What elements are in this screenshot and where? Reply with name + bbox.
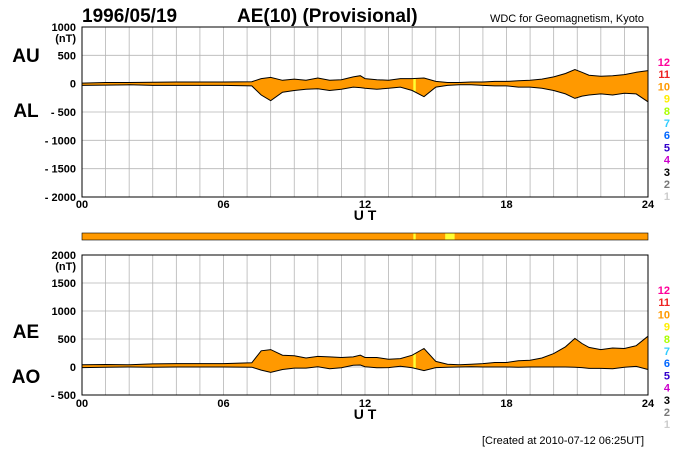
legend-entry: 2 xyxy=(664,407,670,419)
coverage-segment xyxy=(413,233,416,240)
series-line-al xyxy=(81,84,649,103)
side-label-ao: AO xyxy=(12,367,41,388)
source-label: WDC for Geomagnetism, Kyoto xyxy=(490,13,644,25)
side-label-al: AL xyxy=(13,101,39,122)
x-tick-label: 00 xyxy=(76,199,88,211)
legend-entry: 5 xyxy=(664,142,670,154)
plot-frame xyxy=(81,254,649,396)
legend-entry: 1 xyxy=(664,419,670,431)
grid-lines xyxy=(82,255,648,395)
y-tick-label: 500 xyxy=(58,50,76,62)
x-tick-label: 18 xyxy=(500,398,512,410)
created-footer: [Created at 2010-07-12 06:25UT] xyxy=(482,435,644,447)
y-tick-label: 0 xyxy=(70,362,76,374)
legend-entry: 3 xyxy=(664,167,670,179)
side-label-au: AU xyxy=(12,46,39,67)
legend-entry: 5 xyxy=(664,370,670,382)
legend-entry: 6 xyxy=(664,358,670,370)
area-fill xyxy=(82,69,648,102)
index-title: AE(10) (Provisional) xyxy=(237,6,418,27)
legend-entry: 4 xyxy=(664,383,671,395)
x-tick-label: 06 xyxy=(217,199,229,211)
plot-frame xyxy=(81,26,649,198)
legend-entry: 10 xyxy=(658,81,670,93)
legend-entry: 3 xyxy=(664,395,670,407)
x-tick-label: 12 xyxy=(359,398,371,410)
y-tick-label: - 1500 xyxy=(45,164,76,176)
x-tick-label: 06 xyxy=(217,398,229,410)
legend-entry: 1 xyxy=(664,191,670,203)
au-al-panel: 1000 500 0 - 500 - 1000 - 1500 - 2000 (nT) 00 06 1… xyxy=(12,22,671,223)
series-line-ae xyxy=(81,335,649,366)
x-tick-label: 18 xyxy=(500,199,512,211)
y-tick-label: 1000 xyxy=(52,306,76,318)
x-axis-label: U T xyxy=(354,406,377,422)
y-tick-label: - 1000 xyxy=(45,135,76,147)
coverage-bar xyxy=(81,232,649,241)
x-tick-label: 00 xyxy=(76,398,88,410)
legend-entry: 9 xyxy=(664,322,670,334)
legend-entry: 8 xyxy=(664,334,670,346)
legend-entry: 6 xyxy=(664,130,670,142)
x-tick-label: 12 xyxy=(359,199,371,211)
x-tick-label: 24 xyxy=(642,398,655,410)
legend-entry: 11 xyxy=(658,69,670,81)
x-tick-label: 24 xyxy=(642,199,655,211)
coverage-base xyxy=(81,232,649,241)
legend-entry: 9 xyxy=(664,94,670,106)
x-axis-label: U T xyxy=(354,207,377,223)
y-tick-label: 1500 xyxy=(52,278,76,290)
series-line-ao xyxy=(81,364,649,373)
legend-entry: 8 xyxy=(664,106,670,118)
side-label-ae: AE xyxy=(13,322,39,343)
grid-lines xyxy=(82,27,648,197)
unit-label: (nT) xyxy=(55,33,76,45)
date-title: 1996/05/19 xyxy=(82,6,177,27)
y-tick-label: - 2000 xyxy=(45,192,76,204)
legend-entry: 2 xyxy=(664,179,670,191)
series-line-au xyxy=(81,68,649,84)
unit-label: (nT) xyxy=(55,261,76,273)
legend-entry: 10 xyxy=(658,309,670,321)
y-tick-label: - 500 xyxy=(51,390,76,402)
legend-entry: 7 xyxy=(664,118,670,130)
legend-entry: 11 xyxy=(658,297,670,309)
y-tick-label: 500 xyxy=(58,334,76,346)
y-tick-label: 0 xyxy=(70,79,76,91)
legend-entry: 4 xyxy=(664,155,671,167)
area-fill xyxy=(82,336,648,373)
y-tick-label: 2000 xyxy=(52,250,76,262)
coverage-segment xyxy=(445,233,455,240)
legend-entry: 7 xyxy=(664,346,670,358)
legend-entry: 12 xyxy=(658,285,670,297)
y-tick-label: 1000 xyxy=(52,22,76,34)
y-tick-label: - 500 xyxy=(51,107,76,119)
legend-entry: 12 xyxy=(658,57,670,69)
